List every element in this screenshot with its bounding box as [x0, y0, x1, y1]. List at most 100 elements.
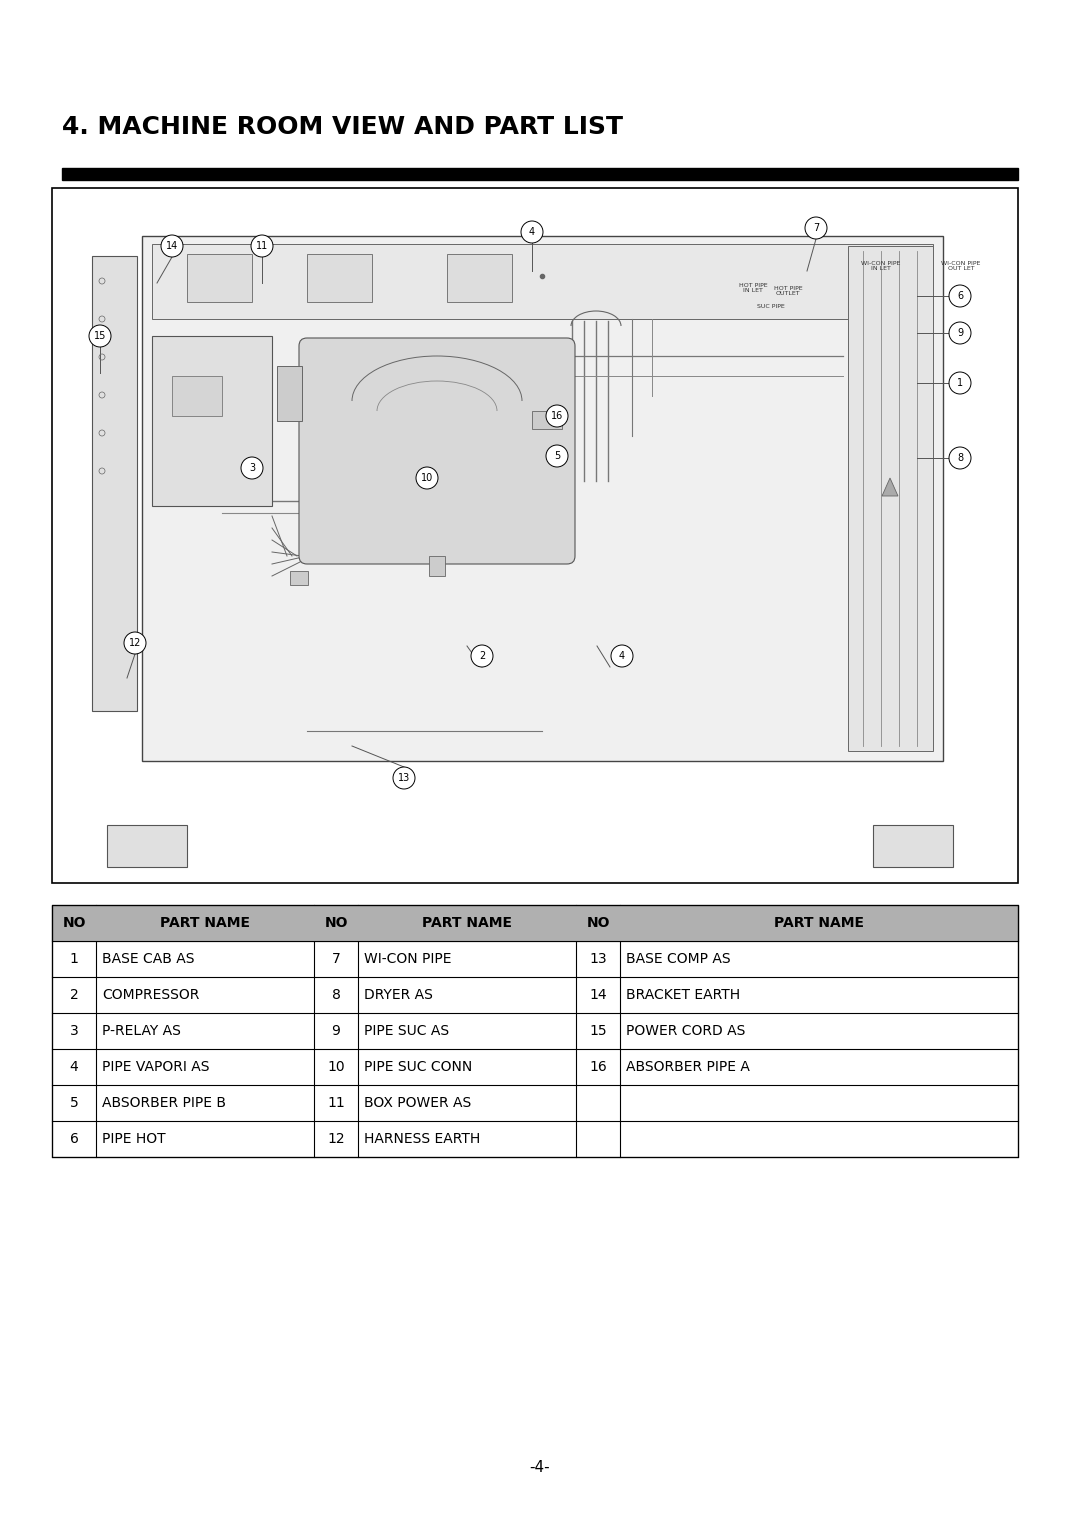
- Text: ABSORBER PIPE A: ABSORBER PIPE A: [626, 1060, 750, 1074]
- Circle shape: [124, 633, 146, 654]
- Text: 6: 6: [69, 1132, 79, 1146]
- Bar: [92, 257, 137, 711]
- Text: 8: 8: [332, 989, 340, 1002]
- Bar: [307, 254, 372, 303]
- Text: 1: 1: [957, 377, 963, 388]
- Text: 13: 13: [590, 952, 607, 966]
- Circle shape: [251, 235, 273, 257]
- Bar: [52, 905, 1018, 941]
- Text: PART NAME: PART NAME: [774, 915, 864, 931]
- Bar: [276, 367, 302, 422]
- Text: PIPE VAPORI AS: PIPE VAPORI AS: [102, 1060, 210, 1074]
- Bar: [429, 556, 445, 576]
- Text: WI-CON PIPE: WI-CON PIPE: [364, 952, 451, 966]
- Circle shape: [949, 371, 971, 394]
- Bar: [152, 336, 272, 506]
- Bar: [52, 188, 1018, 883]
- Polygon shape: [882, 478, 897, 497]
- Text: PIPE SUC CONN: PIPE SUC CONN: [364, 1060, 472, 1074]
- Text: 5: 5: [554, 451, 561, 461]
- Text: HOT PIPE
OUTLET: HOT PIPE OUTLET: [773, 286, 802, 296]
- Text: NO: NO: [324, 915, 348, 931]
- Text: 12: 12: [327, 1132, 345, 1146]
- Text: 9: 9: [957, 329, 963, 338]
- Text: 14: 14: [590, 989, 607, 1002]
- Text: BASE COMP AS: BASE COMP AS: [626, 952, 731, 966]
- Text: 9: 9: [332, 1024, 340, 1038]
- Text: 5: 5: [69, 1096, 79, 1109]
- Text: COMPRESSOR: COMPRESSOR: [102, 989, 200, 1002]
- Text: NO: NO: [586, 915, 610, 931]
- Text: -4-: -4-: [529, 1461, 551, 1476]
- Circle shape: [241, 457, 264, 478]
- Text: 3: 3: [69, 1024, 79, 1038]
- Text: 4: 4: [619, 651, 625, 662]
- Text: 12: 12: [129, 639, 141, 648]
- Text: WI-CON PIPE
OUT LET: WI-CON PIPE OUT LET: [942, 261, 981, 272]
- Text: DRYER AS: DRYER AS: [364, 989, 433, 1002]
- Text: 11: 11: [256, 241, 268, 251]
- Text: WI-CON PIPE
IN LET: WI-CON PIPE IN LET: [862, 261, 901, 272]
- Text: P-RELAY AS: P-RELAY AS: [102, 1024, 180, 1038]
- Circle shape: [521, 222, 543, 243]
- Text: ABSORBER PIPE B: ABSORBER PIPE B: [102, 1096, 226, 1109]
- Text: 15: 15: [94, 332, 106, 341]
- Text: 14: 14: [166, 241, 178, 251]
- Text: 10: 10: [421, 474, 433, 483]
- Bar: [291, 571, 308, 585]
- Text: 10: 10: [327, 1060, 345, 1074]
- Bar: [52, 905, 1018, 1157]
- Bar: [152, 244, 933, 319]
- Bar: [141, 235, 943, 761]
- FancyBboxPatch shape: [299, 338, 575, 564]
- Bar: [873, 825, 953, 866]
- Circle shape: [546, 445, 568, 468]
- Text: 6: 6: [957, 290, 963, 301]
- Text: PIPE HOT: PIPE HOT: [102, 1132, 165, 1146]
- Text: BRACKET EARTH: BRACKET EARTH: [626, 989, 740, 1002]
- Bar: [447, 254, 512, 303]
- Circle shape: [949, 448, 971, 469]
- Circle shape: [949, 286, 971, 307]
- Bar: [62, 168, 1018, 180]
- Text: 4: 4: [529, 228, 535, 237]
- Text: POWER CORD AS: POWER CORD AS: [626, 1024, 745, 1038]
- Circle shape: [611, 645, 633, 668]
- Text: 7: 7: [813, 223, 819, 232]
- Text: 13: 13: [397, 773, 410, 782]
- Text: 2: 2: [478, 651, 485, 662]
- Text: BOX POWER AS: BOX POWER AS: [364, 1096, 471, 1109]
- Text: PART NAME: PART NAME: [422, 915, 512, 931]
- Bar: [172, 376, 222, 416]
- Text: 1: 1: [69, 952, 79, 966]
- Text: 11: 11: [327, 1096, 345, 1109]
- Text: 4. MACHINE ROOM VIEW AND PART LIST: 4. MACHINE ROOM VIEW AND PART LIST: [62, 115, 623, 139]
- Text: 16: 16: [589, 1060, 607, 1074]
- Text: PART NAME: PART NAME: [160, 915, 249, 931]
- Text: HARNESS EARTH: HARNESS EARTH: [364, 1132, 481, 1146]
- Text: HOT PIPE
IN LET: HOT PIPE IN LET: [739, 283, 767, 293]
- Bar: [532, 411, 562, 429]
- Text: BASE CAB AS: BASE CAB AS: [102, 952, 194, 966]
- Circle shape: [393, 767, 415, 788]
- Circle shape: [546, 405, 568, 426]
- Circle shape: [949, 322, 971, 344]
- Circle shape: [805, 217, 827, 238]
- Circle shape: [416, 468, 438, 489]
- Text: 16: 16: [551, 411, 563, 422]
- Bar: [848, 246, 933, 750]
- Text: 15: 15: [590, 1024, 607, 1038]
- Text: 8: 8: [957, 452, 963, 463]
- Text: 2: 2: [69, 989, 79, 1002]
- Text: PIPE SUC AS: PIPE SUC AS: [364, 1024, 449, 1038]
- Text: 3: 3: [248, 463, 255, 474]
- Circle shape: [161, 235, 183, 257]
- Text: 4: 4: [69, 1060, 79, 1074]
- Circle shape: [471, 645, 492, 668]
- Bar: [187, 254, 252, 303]
- Text: 7: 7: [332, 952, 340, 966]
- Text: SUC PIPE: SUC PIPE: [757, 304, 785, 309]
- Text: NO: NO: [63, 915, 85, 931]
- Circle shape: [89, 325, 111, 347]
- Bar: [107, 825, 187, 866]
